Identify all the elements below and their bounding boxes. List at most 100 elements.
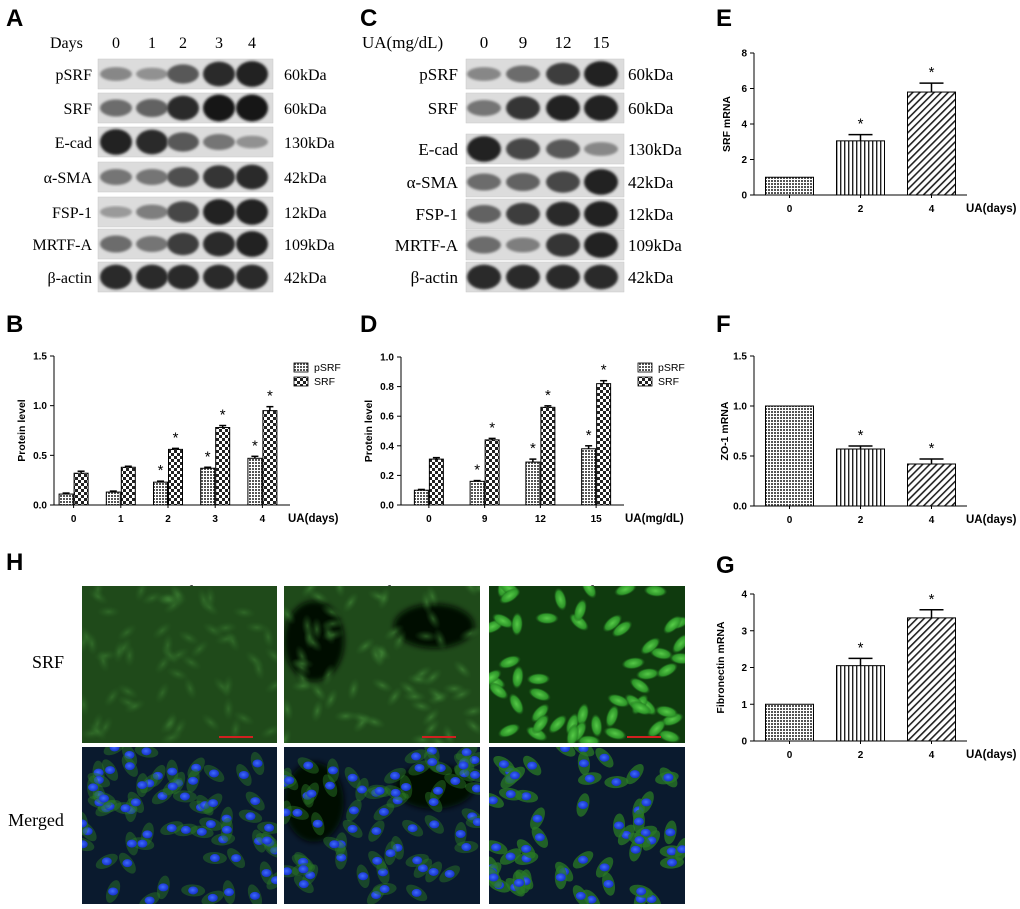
nucleus xyxy=(336,853,347,862)
cell xyxy=(290,657,315,670)
nucleus xyxy=(167,782,178,791)
cell xyxy=(409,699,434,713)
nucleus xyxy=(124,762,135,771)
panel-letter-e: E xyxy=(716,5,732,32)
nucleus xyxy=(144,896,155,904)
blot-band xyxy=(136,204,168,220)
nucleus xyxy=(88,783,99,792)
micrograph-image xyxy=(284,747,480,904)
nucleus xyxy=(578,747,589,753)
cell xyxy=(534,612,559,625)
blot-size-label: 12kDa xyxy=(284,205,327,222)
blot-size-label: 42kDa xyxy=(284,270,327,287)
y-tick-label: 0.4 xyxy=(380,441,394,452)
significance-star: * xyxy=(858,427,864,444)
blot-size-label: 12kDa xyxy=(628,205,674,224)
significance-star: * xyxy=(601,362,607,379)
blot-band xyxy=(546,233,580,257)
bar xyxy=(215,427,231,506)
nucleus xyxy=(208,769,219,778)
cell xyxy=(202,622,224,639)
bar xyxy=(247,457,263,506)
cell xyxy=(116,683,139,700)
nucleus xyxy=(377,868,388,877)
nucleus xyxy=(166,824,177,833)
blot-protein-label: pSRF xyxy=(56,67,93,84)
blot-band xyxy=(100,129,132,155)
cell xyxy=(347,677,361,702)
blot-band xyxy=(584,169,618,195)
nucleus xyxy=(677,845,685,854)
blot-band xyxy=(100,235,132,253)
legend-swatch xyxy=(637,362,653,373)
cell xyxy=(321,663,336,687)
cell xyxy=(386,686,403,708)
blot-band xyxy=(167,64,199,84)
cell xyxy=(213,621,238,635)
x-tick-label: 2 xyxy=(165,514,171,525)
nucleus xyxy=(218,835,229,844)
bar xyxy=(168,448,183,506)
significance-star: * xyxy=(858,639,864,656)
blot-band xyxy=(506,202,540,226)
y-tick-label: 1.5 xyxy=(33,352,47,363)
x-tick-label: 15 xyxy=(591,514,603,525)
y-tick-label: 2 xyxy=(741,663,747,674)
cell xyxy=(134,586,149,603)
cell xyxy=(368,643,384,667)
nucleus xyxy=(378,807,389,816)
cell xyxy=(576,702,590,727)
chart-e: 0 2 4 6 8 SRF mRNA UA(days) 0 2 * 4 * xyxy=(721,49,1017,216)
nucleus xyxy=(412,856,423,865)
panel-letter-f: F xyxy=(716,311,731,338)
nucleus xyxy=(82,840,88,849)
nucleus xyxy=(505,852,516,861)
blot-size-label: 109kDa xyxy=(628,236,682,255)
blot-band xyxy=(236,199,268,225)
cell xyxy=(576,735,601,743)
nucleus xyxy=(575,891,586,900)
blot-band xyxy=(203,264,235,290)
blot-protein-label: E-cad xyxy=(55,135,92,152)
blot-band xyxy=(546,62,580,86)
micrograph-image xyxy=(489,586,685,743)
cell xyxy=(152,621,173,640)
cell xyxy=(290,679,315,693)
nucleus xyxy=(584,774,595,783)
bar xyxy=(262,410,278,506)
blot-lane-label: 2 xyxy=(179,35,187,52)
cell xyxy=(491,613,514,629)
panel-letter-h: H xyxy=(6,549,23,576)
bar xyxy=(540,406,556,506)
blot-protein-label: SRF xyxy=(428,99,458,118)
nucleus xyxy=(101,857,112,866)
blot-size-label: 60kDa xyxy=(284,67,327,84)
nucleus xyxy=(663,773,674,782)
blot-band xyxy=(100,169,132,185)
x-tick-label: 0 xyxy=(787,204,793,215)
blot-band xyxy=(506,237,540,253)
nucleus xyxy=(379,885,390,894)
cell xyxy=(566,723,580,743)
cell xyxy=(189,639,210,659)
nucleus xyxy=(270,876,277,885)
cell xyxy=(96,649,110,673)
nucleus xyxy=(253,837,264,846)
micro-row-label: Merged xyxy=(8,810,64,830)
nucleus xyxy=(249,891,260,900)
cell xyxy=(671,633,685,654)
nucleus xyxy=(435,764,446,773)
nucleus xyxy=(470,770,480,779)
cell xyxy=(310,617,323,642)
nucleus xyxy=(390,788,401,797)
blot-lane-label: 9 xyxy=(519,33,528,52)
nucleus xyxy=(82,819,88,828)
nucleus xyxy=(207,893,218,902)
blot-band xyxy=(236,264,268,290)
cell xyxy=(354,637,376,655)
nucleus xyxy=(611,778,622,787)
cell xyxy=(259,724,277,739)
bar xyxy=(581,448,597,506)
nucleus xyxy=(303,761,314,770)
panel-letter-g: G xyxy=(716,552,735,579)
